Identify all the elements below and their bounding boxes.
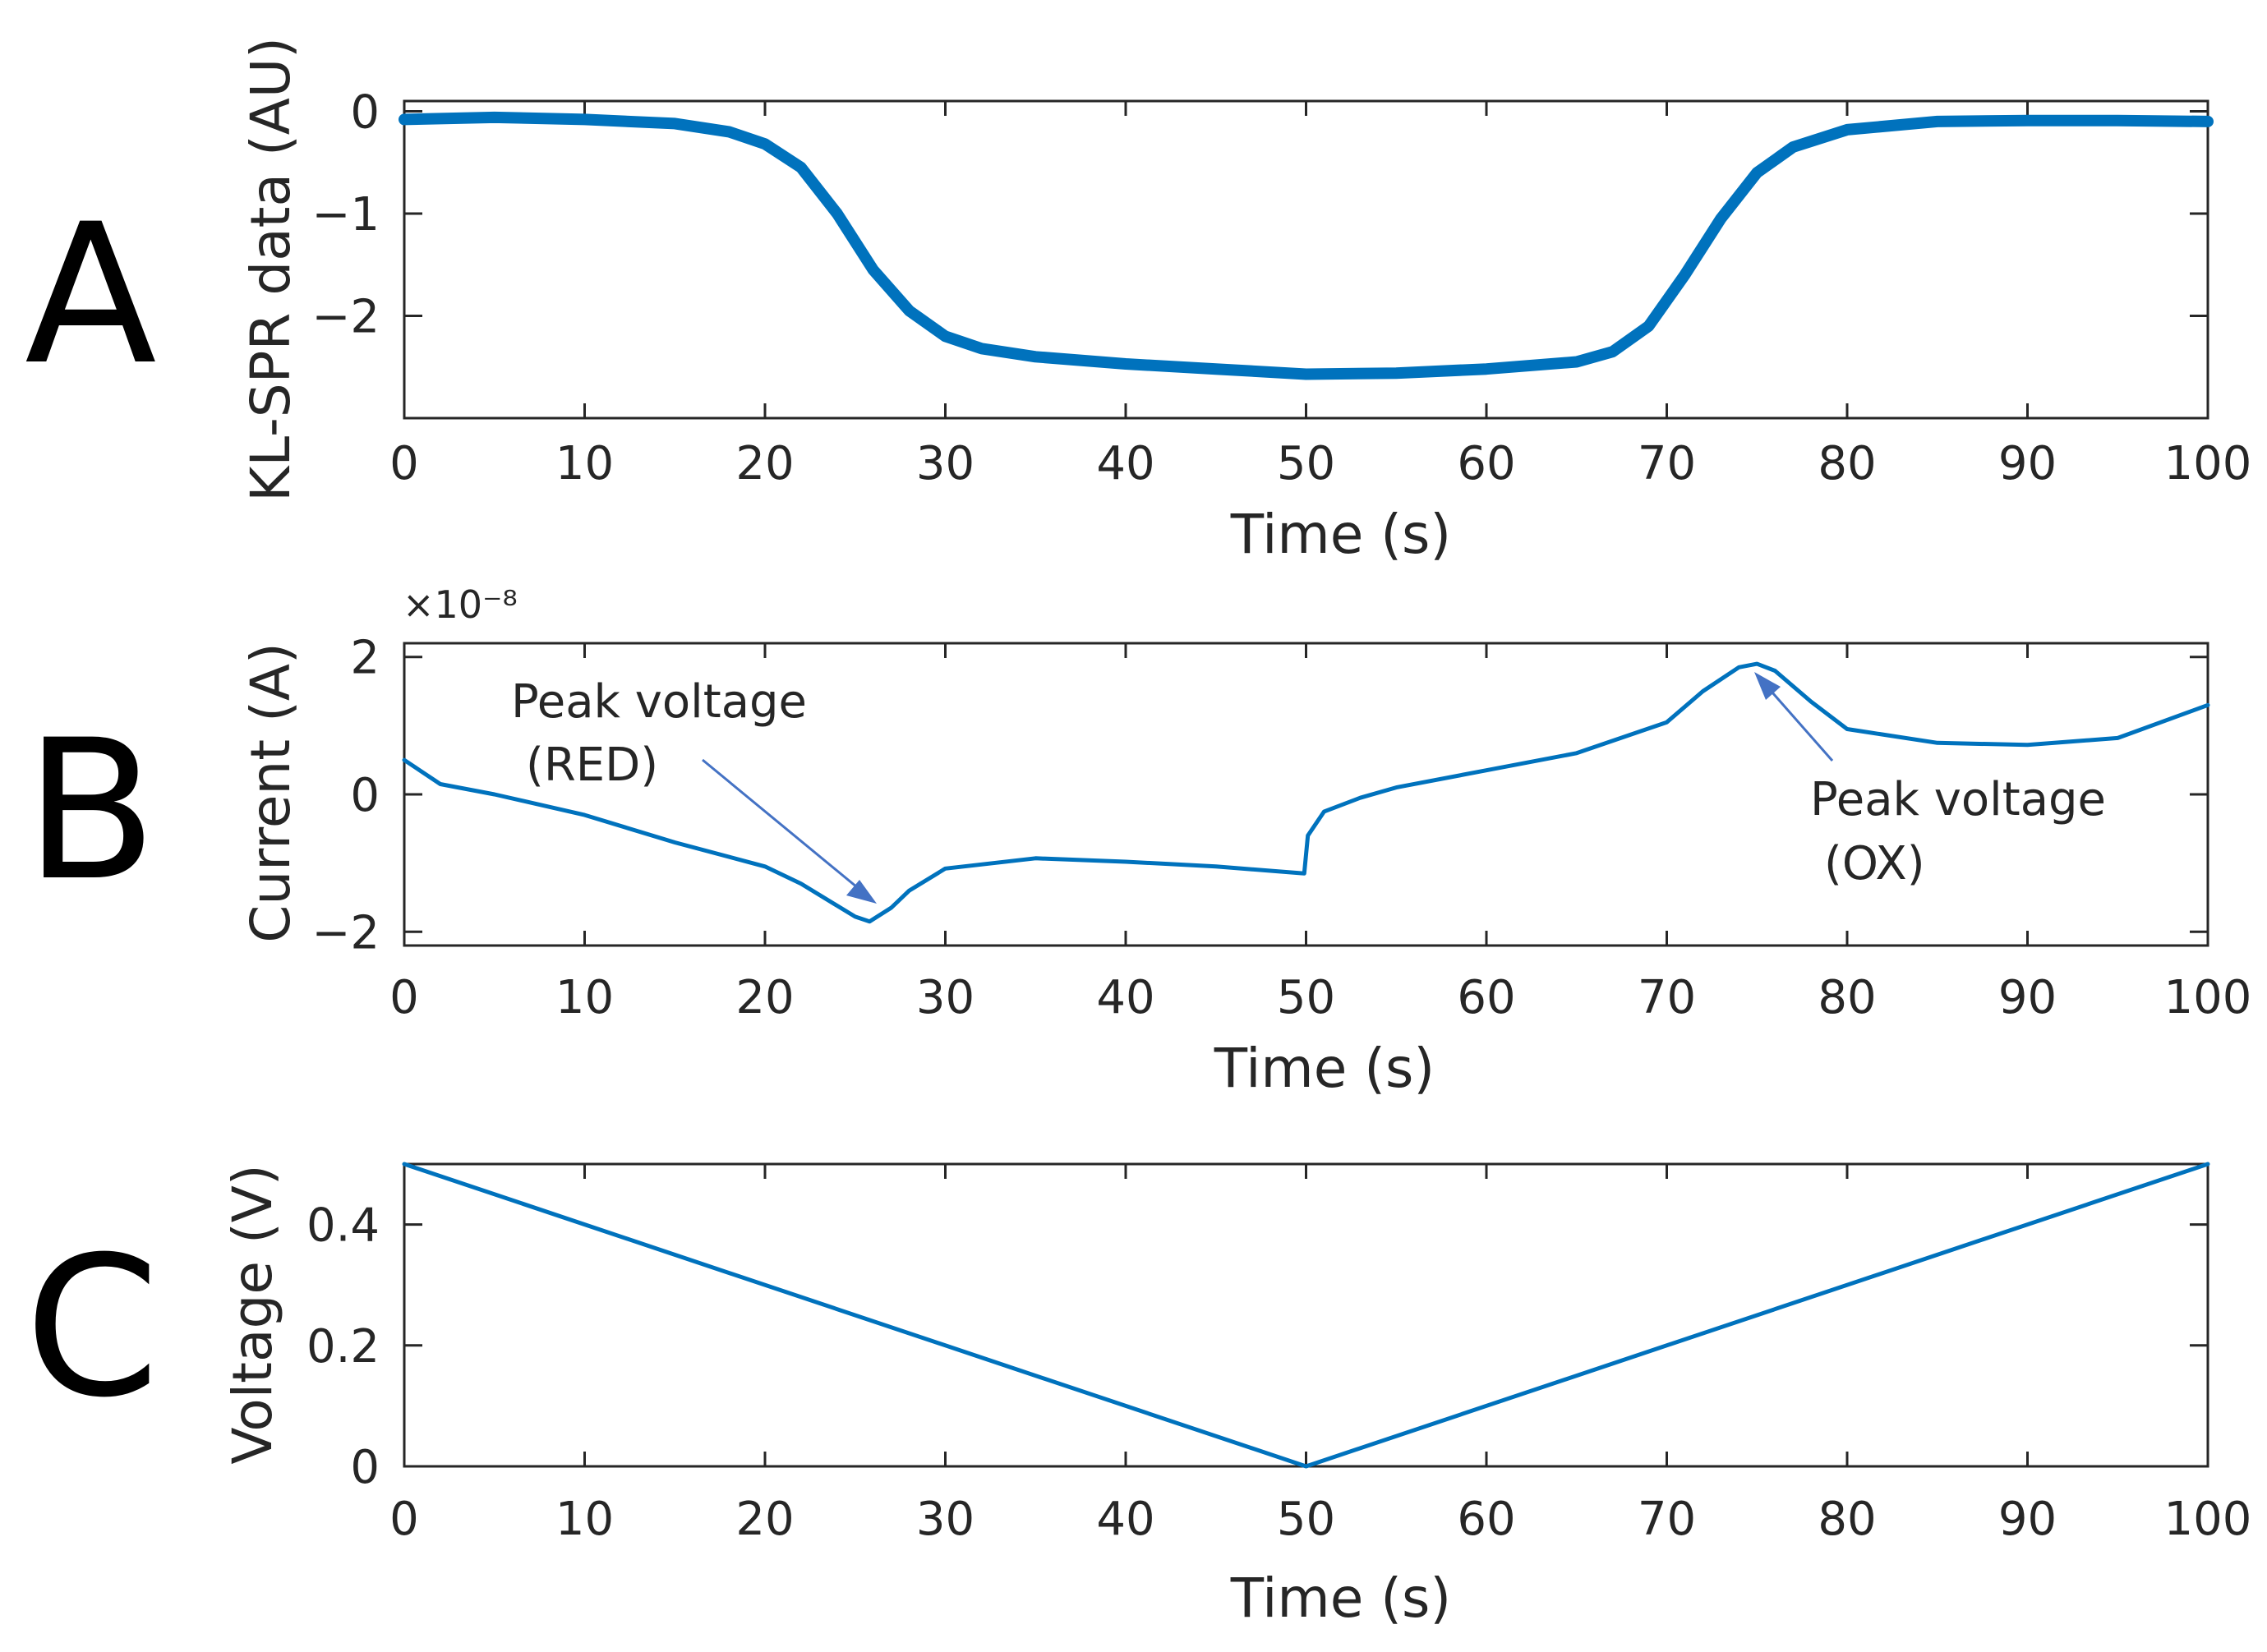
panel-b-x-tick-label: 10 <box>555 971 614 1024</box>
panel-c-ylabel: Voltage (V) <box>221 1164 284 1464</box>
panel-a-x-tick-label: 0 <box>389 437 419 490</box>
annotation-red-line1: Peak voltage <box>511 675 807 729</box>
panel-b: B 0 10 20 30 40 50 60 70 80 90 100 20−2 ×10⁻⁸ Time… <box>25 582 2251 1100</box>
panel-a-ylabel: KL-SPR data (AU) <box>239 37 302 502</box>
panel-c-series-line <box>402 1162 2210 1469</box>
panel-a-x-tick-label: 60 <box>1457 437 1515 490</box>
panel-b-x-tick-label: 80 <box>1818 971 1876 1024</box>
panel-b-y-ticks: 2 0 −2 <box>311 632 2208 959</box>
panel-a-x-tick-label: 80 <box>1818 437 1876 490</box>
panel-a-x-tick-label: 10 <box>555 437 614 490</box>
panel-c-x-ticks: 0 10 20 30 40 50 60 70 80 90 100 <box>389 1164 2251 1546</box>
panel-c-plot-frame <box>403 1162 2209 1468</box>
annotation-ox-line2: (OX) <box>1824 837 1925 890</box>
panel-a-x-tick-label: 20 <box>735 437 794 490</box>
panel-c-x-tick-label: 20 <box>735 1493 794 1546</box>
panel-b-x-tick-label: 0 <box>389 971 419 1024</box>
panel-c-y-tick-label: 0 <box>350 1441 380 1494</box>
panel-c-letter: C <box>25 1216 159 1440</box>
panel-a-x-tick-label: 40 <box>1096 437 1154 490</box>
panel-a-y-tick-label: −1 <box>311 188 380 242</box>
panel-c-x-tick-label: 30 <box>916 1493 975 1546</box>
panel-c-y-ticks: 0 0.2 0.4 <box>306 1199 2208 1494</box>
panel-a-xlabel: Time (s) <box>1230 503 1451 566</box>
panel-b-xlabel: Time (s) <box>1214 1037 1435 1100</box>
panel-c-x-tick-label: 80 <box>1818 1493 1876 1546</box>
panel-a: A 0 10 20 30 40 50 60 70 80 90 100 0−1−2 Time (s) … <box>25 37 2251 566</box>
panel-b-series-line <box>402 661 2210 924</box>
panel-b-ylabel: Current (A) <box>239 642 302 943</box>
panel-a-x-ticks: 0 10 20 30 40 50 60 70 80 90 100 <box>389 101 2251 490</box>
panel-b-x-tick-label: 90 <box>1998 971 2057 1024</box>
panel-c-x-tick-label: 90 <box>1998 1493 2057 1546</box>
panel-b-x-tick-label: 30 <box>916 971 975 1024</box>
panel-b-x-tick-label: 60 <box>1457 971 1515 1024</box>
panel-a-y-tick-label: −2 <box>311 290 380 343</box>
panel-b-letter: B <box>25 699 157 923</box>
panel-c-x-tick-label: 0 <box>389 1493 419 1546</box>
panel-c-y-tick-label: 0.2 <box>306 1320 380 1374</box>
panel-b-x-tick-label: 50 <box>1277 971 1335 1024</box>
panel-b-x-tick-label: 20 <box>735 971 794 1024</box>
panel-c-x-tick-label: 10 <box>555 1493 614 1546</box>
annotation-red-arrow-shaft <box>702 758 872 900</box>
panel-a-x-tick-label: 100 <box>2164 437 2252 490</box>
panel-b-x-tick-label: 40 <box>1096 971 1154 1024</box>
panel-b-y-tick-label: −2 <box>311 906 380 959</box>
panel-a-x-tick-label: 30 <box>916 437 975 490</box>
panel-a-y-tick-label: 0 <box>350 85 380 139</box>
panel-c-x-tick-label: 50 <box>1277 1493 1335 1546</box>
panel-a-x-tick-label: 70 <box>1638 437 1696 490</box>
panel-b-x-ticks: 0 10 20 30 40 50 60 70 80 90 100 <box>389 643 2251 1024</box>
panel-a-x-tick-label: 50 <box>1277 437 1335 490</box>
panel-a-letter: A <box>25 183 157 407</box>
annotation-ox-line1: Peak voltage <box>1810 773 2106 826</box>
panel-c: C 0 10 20 30 40 50 60 70 80 90 100 0 0.2 0.4 Time (s… <box>25 1162 2251 1630</box>
panel-c-y-tick-label: 0.4 <box>306 1199 380 1253</box>
panel-c-xlabel: Time (s) <box>1230 1567 1451 1630</box>
panel-b-annotation-red: Peak voltage (RED) <box>511 675 877 904</box>
panel-b-annotation-ox: Peak voltage (OX) <box>1754 672 2106 890</box>
annotation-red-arrow-head <box>846 880 877 904</box>
annotation-ox-arrow-head <box>1754 672 1781 700</box>
panel-a-x-tick-label: 90 <box>1998 437 2057 490</box>
annotation-red-line2: (RED) <box>526 739 658 792</box>
panel-b-x-tick-label: 100 <box>2164 971 2252 1024</box>
panel-a-y-ticks: 0 −1 −2 <box>311 85 2208 343</box>
panel-b-x-tick-label: 70 <box>1638 971 1696 1024</box>
panel-c-x-tick-label: 70 <box>1638 1493 1696 1546</box>
panel-c-x-tick-label: 60 <box>1457 1493 1515 1546</box>
panel-b-y-tick-label: 2 <box>350 632 380 685</box>
panel-c-x-tick-label: 100 <box>2164 1493 2252 1546</box>
panel-c-x-tick-label: 40 <box>1096 1493 1154 1546</box>
panel-a-series-line <box>399 111 2214 380</box>
panel-b-exponent: ×10⁻⁸ <box>403 582 518 627</box>
panel-b-y-tick-label: 0 <box>350 769 380 822</box>
